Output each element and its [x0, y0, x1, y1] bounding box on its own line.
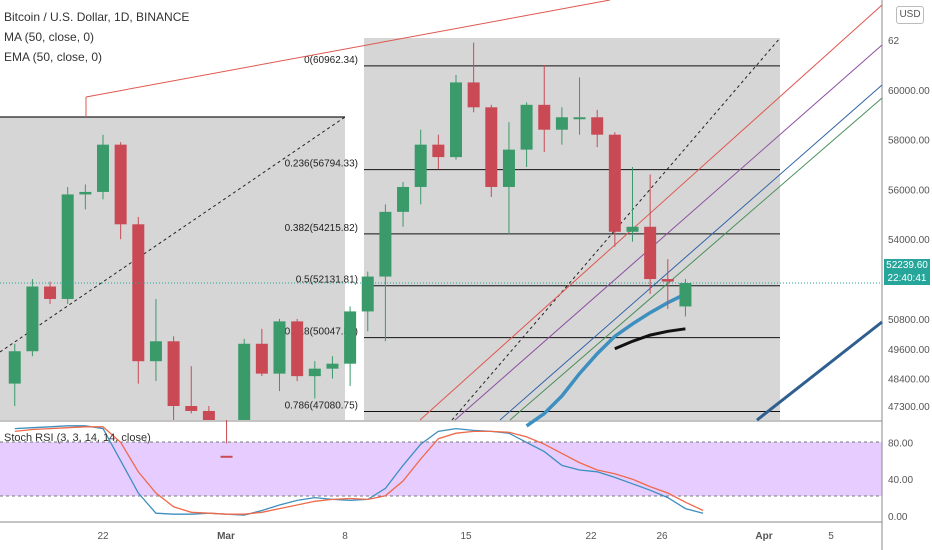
price-axis-tick: 50800.00: [888, 315, 930, 326]
fib-level-label: 0(60962.34): [304, 55, 358, 66]
candle-down: [608, 134, 621, 232]
candle-up: [379, 211, 392, 277]
candle-up: [61, 194, 74, 299]
price-axis-tick: 62: [888, 36, 900, 47]
chart-title: Bitcoin / U.S. Dollar, 1D, BINANCE: [4, 10, 190, 24]
fib-level-label: 0.618(50047.81): [285, 327, 358, 338]
time-axis-tick: Apr: [755, 531, 772, 542]
last-price-tag: 52239.60: [884, 259, 930, 272]
candle-up: [26, 286, 39, 352]
candle-down: [44, 286, 57, 299]
candle-down: [644, 226, 657, 280]
price-axis-tick: 58000.00: [888, 136, 930, 147]
fib-level-label: 0.236(56794.33): [285, 159, 358, 170]
candle-up: [573, 117, 586, 120]
ema-indicator-label[interactable]: EMA (50, close, 0): [4, 50, 103, 64]
candle-up: [450, 82, 462, 158]
stoch-axis-tick: 0.00: [888, 512, 908, 523]
candle-up: [344, 311, 357, 364]
ma-line: [614, 327, 686, 351]
candle-down: [485, 107, 498, 187]
candle-down: [291, 321, 304, 377]
stoch-band: [0, 442, 882, 496]
time-axis-tick: Mar: [217, 531, 235, 542]
candle-down: [114, 144, 127, 225]
time-axis-tick: 5: [828, 531, 834, 542]
ma-indicator-label[interactable]: MA (50, close, 0): [4, 30, 95, 44]
candle-up: [238, 343, 251, 420]
channel-red: [419, 4, 883, 421]
fib-level-label: 0.5(52131.81): [296, 275, 358, 286]
candle-up: [308, 368, 321, 377]
time-axis-tick: 22: [585, 531, 597, 542]
channel-blue: [499, 84, 883, 421]
candle-up: [79, 191, 92, 195]
candle-up: [361, 276, 374, 312]
time-axis-tick: 8: [342, 531, 348, 542]
candle-up: [555, 117, 568, 130]
fib-level-label: 0.786(47080.75): [285, 400, 358, 411]
candle-up: [273, 321, 286, 374]
stoch-rsi-label[interactable]: Stoch RSI (3, 3, 14, 14, close): [4, 432, 151, 444]
candle-down: [185, 406, 198, 411]
channel-green: [509, 97, 883, 421]
candle-down: [220, 455, 233, 458]
stoch-axis-tick: 40.00: [888, 475, 913, 486]
candle-down: [661, 279, 674, 282]
channel-purple: [454, 44, 883, 421]
candle-countdown: 22:40:41: [884, 272, 930, 285]
candle-down: [167, 341, 180, 406]
candle-down: [467, 82, 480, 108]
price-axis-tick: 48400.00: [888, 375, 930, 386]
candle-up: [8, 351, 21, 384]
candle-up: [149, 341, 162, 362]
candle-down: [591, 117, 604, 135]
time-axis-tick: 15: [460, 531, 472, 542]
candle-down: [432, 144, 445, 158]
candle-up: [679, 283, 692, 307]
candle-up: [502, 149, 515, 187]
candle-down: [202, 410, 215, 420]
price-axis-tick: 49600.00: [888, 345, 930, 356]
candle-up: [414, 144, 427, 187]
stoch-axis-tick: 80.00: [888, 438, 913, 449]
candle-up: [97, 144, 109, 192]
trendline-red-top: [85, 0, 611, 98]
price-axis-tick: 47300.00: [888, 402, 930, 413]
candle-down: [132, 224, 145, 362]
fib-level-label: 0.382(54215.82): [285, 223, 358, 234]
candle-up: [326, 363, 339, 369]
currency-button[interactable]: USD: [896, 6, 924, 24]
candle-up: [520, 104, 533, 150]
candle-down: [538, 104, 551, 130]
stoch-k-line: [14, 425, 704, 516]
ema-line: [525, 292, 687, 428]
price-axis-tick: 54000.00: [888, 235, 930, 246]
candle-down: [255, 343, 268, 374]
candle-up: [397, 186, 410, 212]
price-axis-tick: 60000.00: [888, 86, 930, 97]
stoch-d-line: [14, 426, 704, 515]
trendline-bold-blue: [756, 320, 883, 422]
candle-up: [626, 226, 639, 232]
time-axis-tick: 22: [97, 531, 109, 542]
time-axis-tick: 26: [656, 531, 668, 542]
price-axis-tick: 56000.00: [888, 185, 930, 196]
